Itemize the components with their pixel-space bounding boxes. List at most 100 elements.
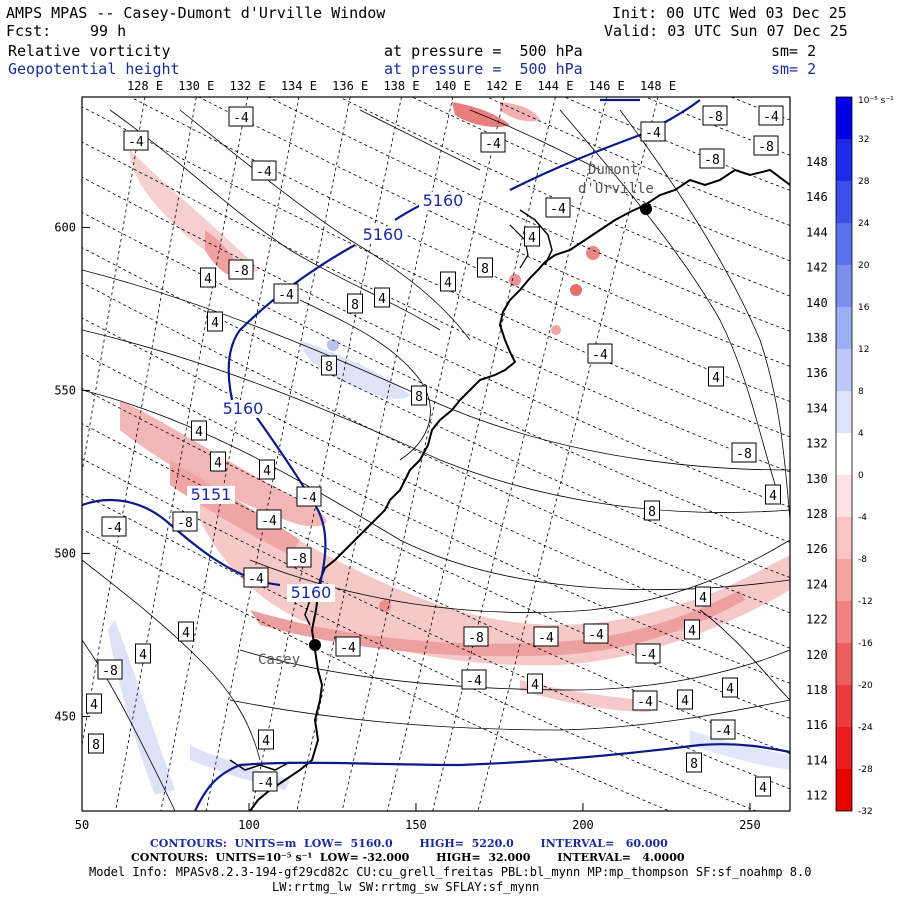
vort-label: 4 [135, 643, 151, 664]
parallel [82, 212, 790, 543]
svg-text:4: 4 [726, 682, 734, 697]
pos-vort-band [690, 730, 790, 770]
vort-label: 8 [477, 257, 493, 278]
lat-label: 136 E [806, 366, 842, 380]
lat-label: 148 E [806, 155, 842, 169]
vort-label: -4 [335, 636, 361, 657]
lon-label: 128 E [127, 79, 163, 93]
lat-label: 138 E [806, 331, 842, 345]
parallel [82, 352, 790, 684]
vort-label: -4 [243, 567, 269, 588]
lat-label: 122 E [806, 613, 842, 627]
vort-label: -4 [256, 509, 282, 530]
vort-label: 4 [708, 366, 724, 387]
vort-contour [239, 649, 790, 691]
meridian [477, 97, 659, 811]
vort-label: 4 [765, 484, 781, 505]
svg-text:8: 8 [690, 757, 698, 772]
lat-label: 132 E [806, 437, 842, 451]
vort-label: 4 [200, 267, 216, 288]
height-contour [509, 99, 701, 191]
parallel [82, 247, 790, 578]
height-contour [194, 743, 790, 811]
svg-text:8: 8 [648, 505, 656, 520]
colorbar-label: 20 [858, 261, 870, 271]
colorbar-swatch [836, 181, 852, 223]
meridian [251, 97, 402, 811]
vort-label: -8 [97, 659, 123, 680]
svg-text:4: 4 [214, 456, 222, 471]
neg-vort-band [200, 480, 790, 666]
vort-label: 8 [321, 355, 337, 376]
lat-label: 124 E [806, 577, 842, 591]
colorbar-label: 28 [858, 177, 870, 187]
parallel [267, 97, 790, 332]
parallel [82, 388, 790, 719]
parallel [486, 97, 790, 226]
svg-text:-4: -4 [538, 631, 554, 646]
colorbar-swatch [836, 475, 852, 517]
lon-label: 144 E [537, 79, 573, 93]
lat-label: 114 E [806, 753, 842, 767]
vort-label: -8 [463, 626, 489, 647]
vort-label: -4 [296, 486, 322, 507]
svg-text:4: 4 [699, 591, 707, 606]
lat-label: 112 E [806, 789, 842, 803]
neg-vort-spot [570, 284, 582, 296]
svg-text:-4: -4 [485, 137, 501, 152]
lon-label: 134 E [281, 79, 317, 93]
colorbar-label: 4 [858, 429, 864, 439]
vort-label: -4 [273, 283, 299, 304]
station-label-dumont: Dumont [588, 162, 639, 178]
svg-text:-4: -4 [466, 674, 482, 689]
parallel [338, 97, 790, 297]
svg-text:-4: -4 [640, 648, 656, 663]
svg-text:4: 4 [211, 316, 219, 331]
vort-label: 4 [259, 459, 275, 480]
lat-label: 144 E [806, 225, 842, 239]
vort-label: -4 [632, 690, 658, 711]
parallel [82, 141, 790, 473]
colorbar-label: 24 [858, 219, 870, 229]
model-info: Model Info: MPASv8.2.3-194-gf29cd82c CU:… [89, 865, 812, 879]
forecast-label: Fcst: [6, 22, 52, 40]
colorbar-label: -20 [858, 681, 873, 691]
parallel [82, 106, 790, 438]
svg-text:4: 4 [688, 624, 696, 639]
lon-label: 148 E [640, 79, 676, 93]
field2-smoothing: sm= 2 [771, 60, 817, 78]
svg-text:-8: -8 [102, 664, 118, 679]
height-label-bg [287, 584, 335, 602]
parallel [82, 528, 671, 811]
vort-label: 4 [207, 311, 223, 332]
meridian [205, 97, 351, 811]
vort-label: -4 [101, 516, 127, 537]
vort-label: -4 [710, 719, 736, 740]
height-label-bg [187, 486, 235, 504]
station-marker-dumont [640, 203, 652, 215]
vort-label: -8 [228, 259, 254, 280]
svg-text:-4: -4 [645, 126, 661, 141]
vort-label: -4 [545, 197, 571, 218]
vort-label: 8 [347, 293, 363, 314]
vort-label: -4 [635, 643, 661, 664]
height-label: 5160 [223, 399, 264, 418]
vort-contour [359, 109, 481, 171]
vort-label: -4 [758, 105, 784, 126]
svg-text:4: 4 [262, 734, 270, 749]
svg-text:4: 4 [378, 292, 386, 307]
vort-label: -4 [123, 130, 149, 151]
height-contour [254, 414, 327, 586]
svg-text:-8: -8 [758, 140, 774, 155]
y-axis: 450 500 550 600 [54, 220, 90, 723]
coastline-inner [229, 759, 291, 771]
vort-contour [82, 269, 790, 471]
svg-text:-8: -8 [704, 153, 720, 168]
lat-label: 116 E [806, 718, 842, 732]
coastline-inner [519, 209, 553, 266]
colorbar-swatch [836, 643, 852, 685]
svg-text:4: 4 [712, 371, 720, 386]
neg-vort-band [250, 590, 745, 657]
parallel [129, 97, 790, 402]
